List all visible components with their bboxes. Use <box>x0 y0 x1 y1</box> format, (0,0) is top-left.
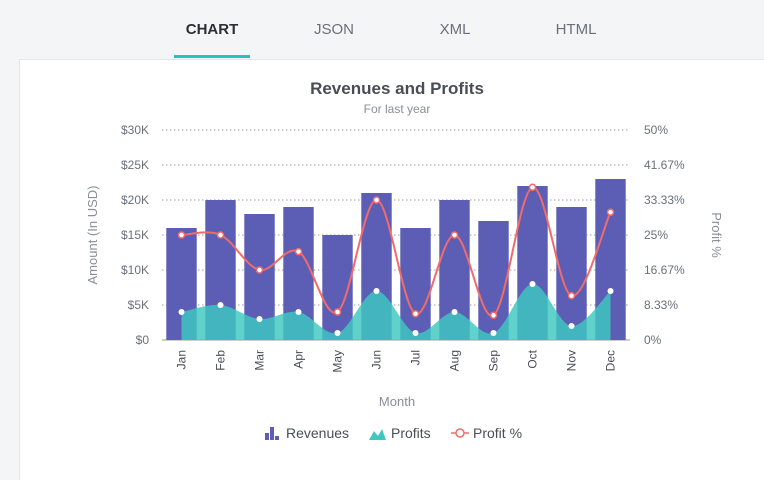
profit-percent-line <box>177 183 615 320</box>
tab-html[interactable]: HTML <box>555 21 597 38</box>
x-tick-label: Sep <box>487 350 501 372</box>
revenue-bar <box>400 228 431 340</box>
profit-point <box>334 330 341 336</box>
revenue-bar <box>478 221 509 340</box>
y2-tick-label: 50% <box>644 123 668 137</box>
legend-profit-percent-icon <box>455 428 465 438</box>
x-tick-label: Dec <box>604 350 618 371</box>
x-tick-label: Jul <box>409 350 423 365</box>
y2-tick-label: 16.67% <box>644 263 685 277</box>
x-tick-label: Nov <box>565 350 579 371</box>
y2-tick-label: 33.33% <box>644 193 685 207</box>
profit-area <box>178 281 614 340</box>
profit-point <box>217 302 224 308</box>
profit-percent-point <box>372 196 381 204</box>
tab-chart[interactable]: CHART <box>185 21 239 38</box>
profit-percent-point <box>177 231 186 239</box>
profit-percent-point <box>411 310 420 318</box>
x-tick-label: Jan <box>175 350 189 369</box>
profit-percent-point <box>606 208 615 216</box>
profit-percent-point <box>216 231 225 239</box>
x-tick-label: Oct <box>526 349 540 368</box>
x-tick-label: Apr <box>292 350 306 369</box>
y2-tick-label: 41.67% <box>644 158 685 172</box>
y-tick-label: $0 <box>136 333 150 347</box>
legend-revenues-label: Revenues <box>286 425 349 441</box>
x-tick-label: Mar <box>253 350 267 371</box>
tab-json[interactable]: JSON <box>313 21 354 38</box>
x-tick-label: May <box>331 350 345 373</box>
profit-point <box>295 309 302 315</box>
profit-percent-point <box>567 292 576 300</box>
legend-revenues-icon <box>270 427 274 440</box>
profit-point <box>412 330 419 336</box>
profit-percent-point <box>255 266 264 274</box>
x-axis-title: Month <box>379 394 415 409</box>
y2-tick-label: 25% <box>644 228 668 242</box>
y-tick-label: $15K <box>121 228 149 242</box>
tab-xml[interactable]: XML <box>439 21 471 38</box>
profit-percent-point <box>294 247 303 256</box>
profit-point <box>568 323 575 329</box>
active-tab-indicator <box>174 55 250 58</box>
x-tick-label: Feb <box>214 350 228 371</box>
revenue-profit-chart: Revenues and Profits For last year Amoun… <box>85 79 724 441</box>
chart-legend: Revenues Profits Profit % <box>265 425 522 441</box>
profit-point <box>607 288 614 294</box>
legend-revenues-icon <box>265 433 269 440</box>
legend-revenues-icon <box>275 436 279 440</box>
chart-subtitle: For last year <box>364 102 431 116</box>
y-tick-label: $30K <box>121 123 149 137</box>
profit-point <box>490 330 497 336</box>
profit-percent-point <box>489 311 498 320</box>
y2-tick-label: 8.33% <box>644 298 678 312</box>
y-tick-label: $25K <box>121 158 149 172</box>
x-tick-label: Aug <box>448 350 462 371</box>
y-tick-label: $10K <box>121 263 149 277</box>
profit-percent-point <box>528 183 537 192</box>
y-axis-title: Amount (In USD) <box>85 186 100 285</box>
chart-title: Revenues and Profits <box>310 79 484 98</box>
legend-profit-percent-label: Profit % <box>473 425 522 441</box>
view-tabs: CHART JSON XML HTML <box>0 0 764 58</box>
legend-profits-label: Profits <box>391 425 431 441</box>
profit-percent-point <box>333 308 342 316</box>
axis-tick-labels: $0 0% $5K 8.33% $10K 16.67% $15K 25% $20K 33.33% $… <box>121 123 685 373</box>
y-tick-label: $20K <box>121 193 149 207</box>
x-tick-label: Jun <box>370 350 384 369</box>
y-tick-label: $5K <box>128 298 149 312</box>
legend-profits-icon <box>369 429 386 440</box>
profit-area-fill <box>181 283 611 340</box>
profit-percent-point <box>450 231 459 239</box>
profit-point <box>451 309 458 315</box>
profit-point <box>373 288 380 294</box>
profit-point <box>256 316 263 322</box>
profit-point <box>178 309 185 315</box>
profit-point <box>529 281 536 287</box>
y2-tick-label: 0% <box>644 333 662 347</box>
y2-axis-title: Profit % <box>709 212 724 258</box>
